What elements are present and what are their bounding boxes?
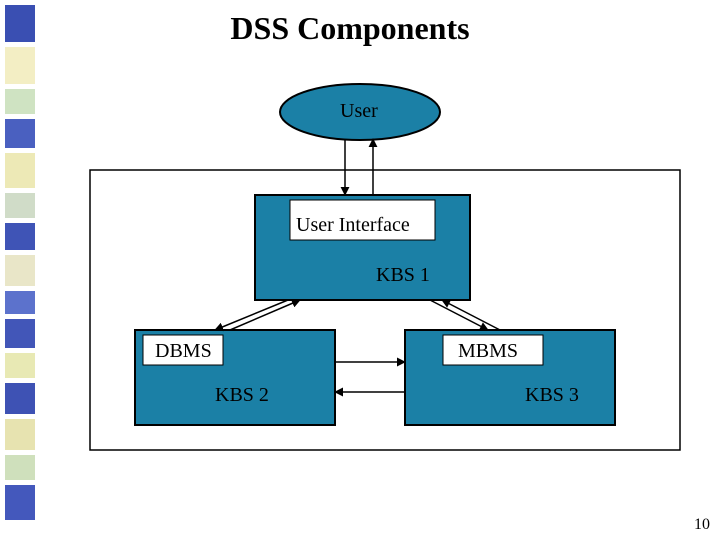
sidebar-stripe xyxy=(5,47,35,84)
sidebar-stripe xyxy=(5,193,35,218)
sidebar-stripe xyxy=(5,383,35,414)
sidebar-stripe xyxy=(5,223,35,250)
diagram-canvas xyxy=(0,0,720,540)
sidebar-stripe xyxy=(5,89,35,114)
user-interface-label: User Interface xyxy=(296,214,410,237)
sidebar-stripe xyxy=(5,353,35,378)
sidebar-stripe xyxy=(5,119,35,148)
dbms-label: DBMS xyxy=(155,340,212,363)
mbms-label: MBMS xyxy=(458,340,518,363)
user-node-label: User xyxy=(340,100,378,123)
sidebar-stripe xyxy=(5,255,35,286)
page-number: 10 xyxy=(694,516,710,534)
sidebar-stripe xyxy=(5,153,35,188)
sidebar-stripe xyxy=(5,485,35,520)
sidebar-stripe xyxy=(5,319,35,348)
decorative-sidebar xyxy=(5,0,41,540)
sidebar-stripe xyxy=(5,291,35,314)
kbs1-label: KBS 1 xyxy=(376,264,430,287)
sidebar-stripe xyxy=(5,455,35,480)
slide-title: DSS Components xyxy=(170,10,530,47)
sidebar-stripe xyxy=(5,5,35,42)
kbs3-label: KBS 3 xyxy=(525,384,579,407)
kbs2-label: KBS 2 xyxy=(215,384,269,407)
sidebar-stripe xyxy=(5,419,35,450)
